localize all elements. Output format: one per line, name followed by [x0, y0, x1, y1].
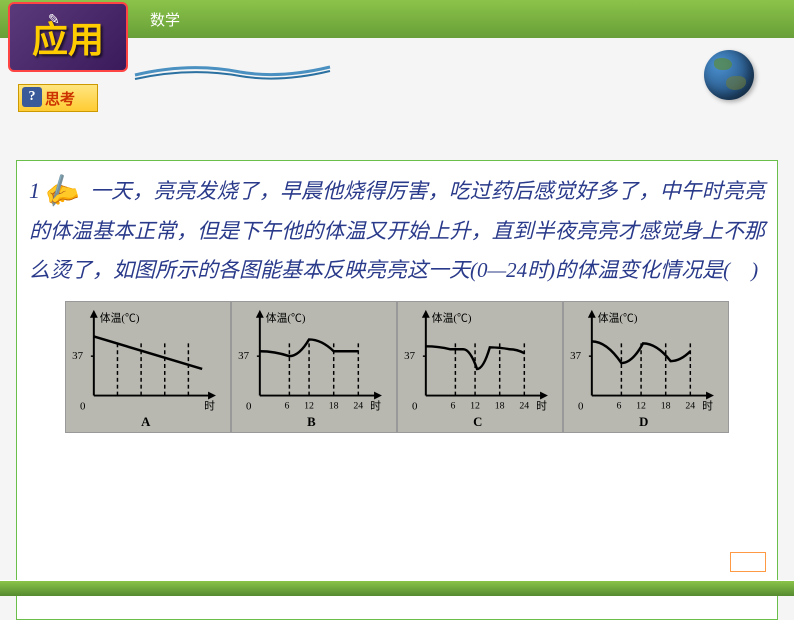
title-badge-text: 应用 [32, 11, 104, 63]
header-bar: ✎ 应用 数学 [0, 0, 794, 38]
title-badge: ✎ 应用 [8, 2, 128, 72]
chart-option-c: 体温(℃) 37 0 6 12 18 24 时 C [397, 301, 563, 433]
swoosh-icon [130, 57, 350, 87]
svg-text:37: 37 [238, 350, 249, 362]
chart-option-a: 体温(℃) 37 0 时 A [65, 301, 231, 433]
svg-text:0: 0 [578, 401, 583, 413]
svg-text:37: 37 [72, 350, 83, 362]
svg-text:B: B [307, 415, 316, 429]
svg-text:D: D [639, 415, 648, 429]
svg-text:体温(℃): 体温(℃) [598, 311, 638, 325]
svg-text:0: 0 [80, 401, 85, 413]
svg-text:18: 18 [495, 401, 505, 412]
svg-text:24: 24 [353, 401, 363, 412]
svg-text:6: 6 [284, 401, 289, 412]
svg-text:0: 0 [246, 401, 251, 413]
svg-text:体温(℃): 体温(℃) [266, 311, 306, 325]
svg-text:12: 12 [304, 401, 314, 412]
svg-text:C: C [473, 415, 482, 429]
svg-text:时: 时 [370, 400, 381, 413]
svg-text:12: 12 [636, 401, 646, 412]
svg-text:37: 37 [404, 350, 415, 362]
svg-text:24: 24 [519, 401, 529, 412]
svg-text:12: 12 [470, 401, 480, 412]
svg-text:体温(℃): 体温(℃) [100, 311, 140, 325]
footer-bar [0, 580, 794, 596]
svg-text:时: 时 [702, 400, 713, 413]
subject-label: 数学 [150, 9, 180, 30]
svg-text:A: A [141, 415, 151, 429]
svg-text:18: 18 [329, 401, 339, 412]
svg-text:时: 时 [204, 400, 215, 413]
badge-deco-icon: ✎ [48, 12, 60, 29]
charts-row: 体温(℃) 37 0 时 A 体温(℃) 37 0 6 12 18 24 时 B 体温(℃) 37 0 6 12… [29, 301, 765, 433]
think-badge: 思考 [18, 84, 98, 112]
svg-text:18: 18 [661, 401, 671, 412]
svg-text:0: 0 [412, 401, 417, 413]
svg-text:6: 6 [616, 401, 621, 412]
question-text: 一天，亮亮发烧了，早晨他烧得厉害，吃过药后感觉好多了，中午时亮亮的体温基本正常，… [29, 179, 765, 282]
think-label: 思考 [45, 88, 75, 109]
chart-option-d: 体温(℃) 37 0 6 12 18 24 时 D [563, 301, 729, 433]
svg-text:24: 24 [685, 401, 695, 412]
main-content: ✍ 1一天，亮亮发烧了，早晨他烧得厉害，吃过药后感觉好多了，中午时亮亮的体温基本… [16, 160, 778, 620]
svg-text:37: 37 [570, 350, 581, 362]
svg-text:体温(℃): 体温(℃) [432, 311, 472, 325]
chart-option-b: 体温(℃) 37 0 6 12 18 24 时 B [231, 301, 397, 433]
page-indicator [730, 552, 766, 572]
question-paragraph: 1一天，亮亮发烧了，早晨他烧得厉害，吃过药后感觉好多了，中午时亮亮的体温基本正常… [29, 171, 765, 289]
svg-text:时: 时 [536, 400, 547, 413]
svg-text:6: 6 [450, 401, 455, 412]
